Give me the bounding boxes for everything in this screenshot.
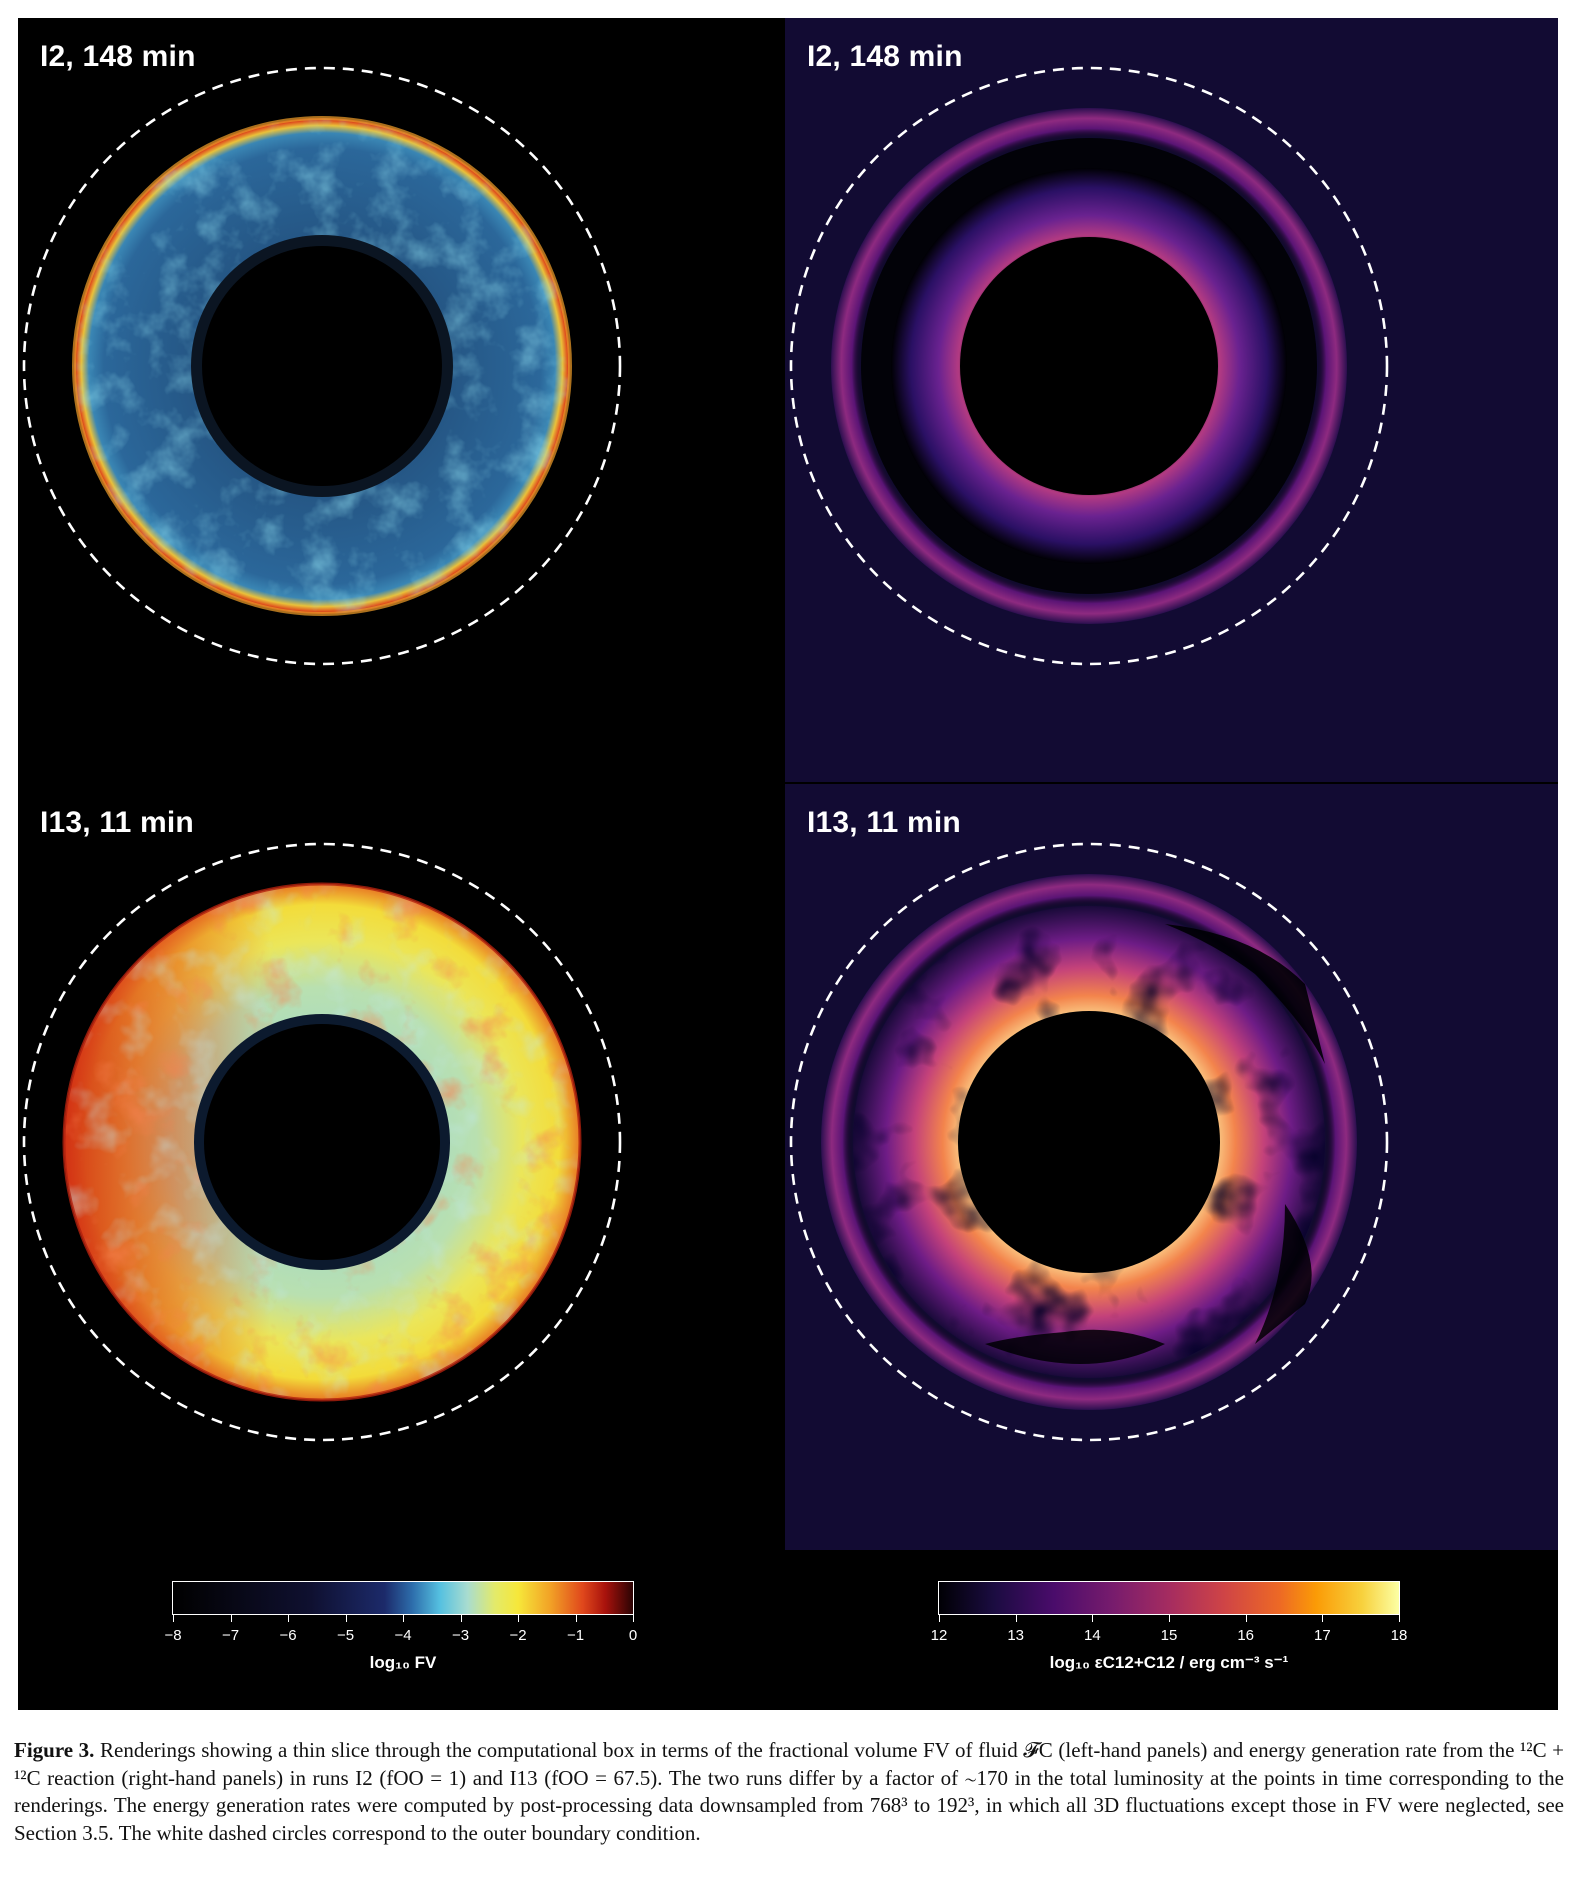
colorbar-tick-mark (1322, 1615, 1324, 1622)
colorbar-tick-label: 15 (1160, 1627, 1178, 1644)
colorbar-tick-mark (939, 1615, 940, 1622)
colorbar-tick-label: 12 (930, 1627, 948, 1644)
colorbar-tick-mark (1245, 1615, 1247, 1622)
panel-label: I13, 11 min (40, 806, 194, 839)
figure-caption: Figure 3. Renderings showing a thin slic… (14, 1737, 1564, 1847)
colorbar-tick-mark (518, 1615, 519, 1622)
colorbar-tick-label: −8 (164, 1627, 182, 1644)
colorbar-tick-mark (460, 1615, 462, 1622)
colorbar-tick-label: 16 (1237, 1627, 1254, 1644)
colorbar-tick-mark (403, 1615, 404, 1622)
colorbar-tick-label: 17 (1313, 1627, 1331, 1644)
inner-core (202, 246, 442, 486)
colorbar-tick-mark (1399, 1615, 1400, 1622)
colorbar-tick-label: 0 (628, 1627, 638, 1644)
panel-energy-i13: I13, 11 min (785, 784, 1558, 1550)
colorbar-tick-label: −5 (336, 1627, 355, 1644)
colorbar-tick-mark (1092, 1615, 1094, 1622)
energy-i13-rendering (789, 842, 1389, 1442)
colorbar-tick-label: −4 (394, 1627, 412, 1644)
panel-energy-i2: I2, 148 min (785, 18, 1558, 782)
colorbar-energy-title: log₁₀ εC12+C12 / erg cm⁻³ s⁻¹ (1049, 1653, 1289, 1672)
panel-fv-i13: I13, 11 min (18, 784, 784, 1550)
colorbar-tick-label: 14 (1083, 1627, 1101, 1644)
colorbar-fv-title: log₁₀ FV (369, 1653, 437, 1672)
colorbar-tick-label: −2 (509, 1627, 527, 1644)
colorbar-tick-label: 18 (1390, 1627, 1408, 1644)
colorbar-fv-gradient (172, 1581, 634, 1615)
panel-label: I13, 11 min (807, 806, 961, 839)
panel-fv-i2: I2, 148 min (18, 18, 784, 782)
panel-label: I2, 148 min (40, 40, 196, 73)
colorbar-tick-label: −7 (221, 1627, 240, 1644)
outer-boundary-dashed-circle (789, 842, 1389, 1442)
colorbar-tick-mark (230, 1615, 232, 1622)
colorbar-tick-mark (1169, 1615, 1170, 1622)
colorbar-tick-mark (345, 1615, 347, 1622)
inner-core (204, 1024, 440, 1260)
colorbar-tick-label: −6 (279, 1627, 297, 1644)
caption-label: Figure 3. (14, 1738, 95, 1762)
colorbar-tick-mark (288, 1615, 289, 1622)
inner-core (960, 237, 1218, 495)
colorbar-tick-mark (575, 1615, 577, 1622)
colorbar-tick-label: −1 (566, 1627, 585, 1644)
colorbar-tick-label: 13 (1007, 1627, 1024, 1644)
figure: I2, 148 min (18, 18, 1558, 1710)
panel-label: I2, 148 min (807, 40, 963, 73)
colorbar-tick-mark (633, 1615, 634, 1622)
colorbar-tick-mark (173, 1615, 174, 1622)
energy-i2-rendering (789, 66, 1389, 666)
inner-core (958, 1011, 1220, 1273)
caption-text: Renderings showing a thin slice through … (14, 1738, 1565, 1845)
fv-i2-rendering (22, 66, 622, 666)
colorbar-tick-label: −3 (451, 1627, 470, 1644)
colorbar-energy-gradient (938, 1581, 1400, 1615)
outer-boundary-dashed-circle (22, 842, 622, 1442)
outer-boundary-dashed-circle (22, 66, 622, 666)
colorbar-tick-mark (1015, 1615, 1017, 1622)
outer-boundary-dashed-circle (789, 66, 1389, 666)
fv-i13-rendering (22, 842, 622, 1442)
